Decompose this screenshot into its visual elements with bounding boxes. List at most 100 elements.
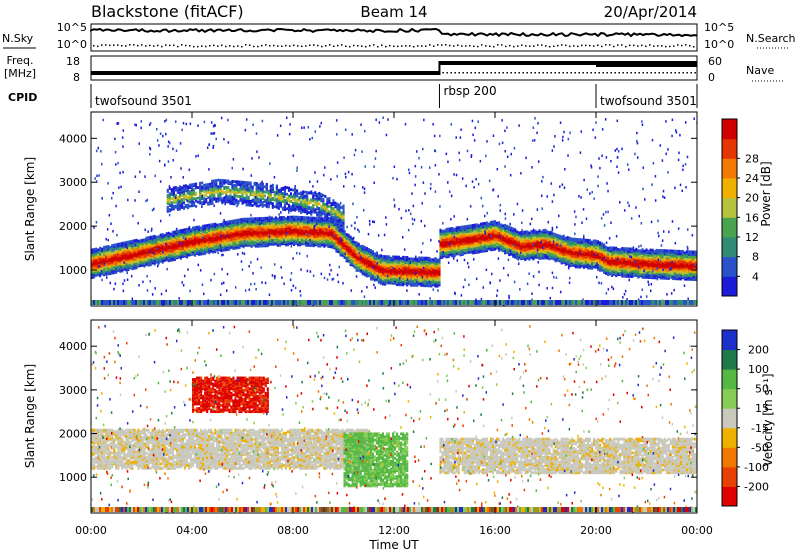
nave-point (614, 72, 616, 74)
power-cell (131, 239, 134, 243)
nave-point (686, 72, 688, 74)
nsearch-point (329, 44, 331, 46)
power-cell (459, 225, 462, 229)
nsearch-point (277, 45, 279, 47)
power-cell (173, 230, 176, 234)
power-cell (196, 225, 199, 229)
power-cell (274, 216, 277, 220)
nsearch-point (429, 44, 431, 46)
nsearch-point (589, 44, 591, 47)
nsearch-point (689, 44, 691, 47)
nsearch-point (597, 44, 599, 47)
power-cell (129, 240, 132, 243)
nsearch-point (137, 44, 139, 47)
nsearch-point (289, 45, 291, 47)
power-cell (121, 241, 124, 245)
date-title: 20/Apr/2014 (604, 3, 697, 21)
nave-point (654, 72, 656, 74)
power-cell (276, 217, 279, 221)
nave-tick-low: 0 (708, 71, 715, 84)
power-cell (402, 255, 405, 259)
power-cell (309, 216, 312, 220)
power-cell (343, 229, 346, 233)
nsearch-point (381, 44, 383, 46)
power-cell (319, 217, 322, 220)
power-cell (481, 222, 484, 226)
nsearch-point (569, 45, 571, 48)
nsearch-point (545, 45, 547, 47)
power-cell (153, 234, 156, 238)
nsearch-point (501, 44, 503, 46)
power-cell (280, 216, 283, 219)
nsearch-point (577, 45, 579, 48)
nsearch-point (273, 44, 275, 47)
power-cell (305, 216, 308, 220)
nsearch-point (133, 44, 135, 46)
freq-trace (91, 61, 697, 75)
nsearch-point (489, 45, 491, 48)
power-cell (303, 216, 306, 219)
power-cell (377, 254, 380, 258)
power-cell (434, 257, 437, 260)
power-cell (457, 226, 460, 229)
nsearch-point (477, 45, 479, 48)
nsky-label: N.Sky (2, 32, 34, 45)
nave-point (566, 72, 568, 74)
nsearch-point (457, 44, 459, 46)
nave-point (658, 72, 660, 74)
power-cell (295, 215, 298, 219)
power-cell (516, 230, 519, 234)
nsearch-point (573, 45, 575, 47)
power-cell (422, 256, 425, 260)
nsearch-point (541, 44, 543, 46)
power-cell (430, 258, 433, 262)
nave-point (598, 72, 600, 74)
nsearch-point (437, 44, 439, 46)
power-cell (400, 257, 403, 260)
power-cell (299, 215, 302, 219)
power-cell (311, 216, 314, 220)
nsearch-point (377, 45, 379, 48)
nsearch-point (405, 45, 407, 47)
power-cell (95, 247, 98, 251)
power-cell (238, 218, 241, 222)
power-cell (272, 217, 275, 221)
nsearch-point (345, 45, 347, 48)
nsearch-point (333, 45, 335, 48)
nsearch-point (525, 45, 527, 47)
nsearch-point (217, 45, 219, 47)
power-cell (278, 216, 281, 219)
power-cell (293, 215, 296, 219)
nsky-tick-low: 10^0 (57, 38, 87, 51)
power-cell (528, 231, 531, 235)
nsearch-point (425, 45, 427, 47)
nsearch-point (613, 45, 615, 48)
nsearch-point (617, 44, 619, 46)
power-cell (101, 247, 104, 251)
power-cell (381, 255, 384, 258)
power-cell (127, 240, 130, 244)
nsearch-point (313, 44, 315, 46)
nsearch-point (449, 44, 451, 47)
power-cell (107, 244, 110, 248)
nsearch-point (97, 45, 99, 48)
power-cell (284, 217, 288, 221)
nave-point (526, 72, 528, 74)
power-cell (105, 245, 108, 249)
nsearch-point (189, 45, 191, 47)
nsearch-point (241, 45, 243, 48)
nsearch-point (153, 45, 155, 47)
power-cell (185, 227, 189, 231)
power-cell (212, 223, 215, 226)
power-cell (404, 255, 407, 259)
power-cell (135, 238, 138, 242)
nsearch-point (445, 44, 447, 46)
nave-point (574, 72, 576, 74)
nsearch-point (321, 45, 323, 48)
nsearch-point (237, 45, 239, 47)
nsearch-point (645, 45, 647, 48)
nsearch-point (633, 44, 635, 47)
nave-point (634, 72, 636, 74)
nave-point (682, 72, 684, 74)
power-cell (113, 243, 116, 247)
